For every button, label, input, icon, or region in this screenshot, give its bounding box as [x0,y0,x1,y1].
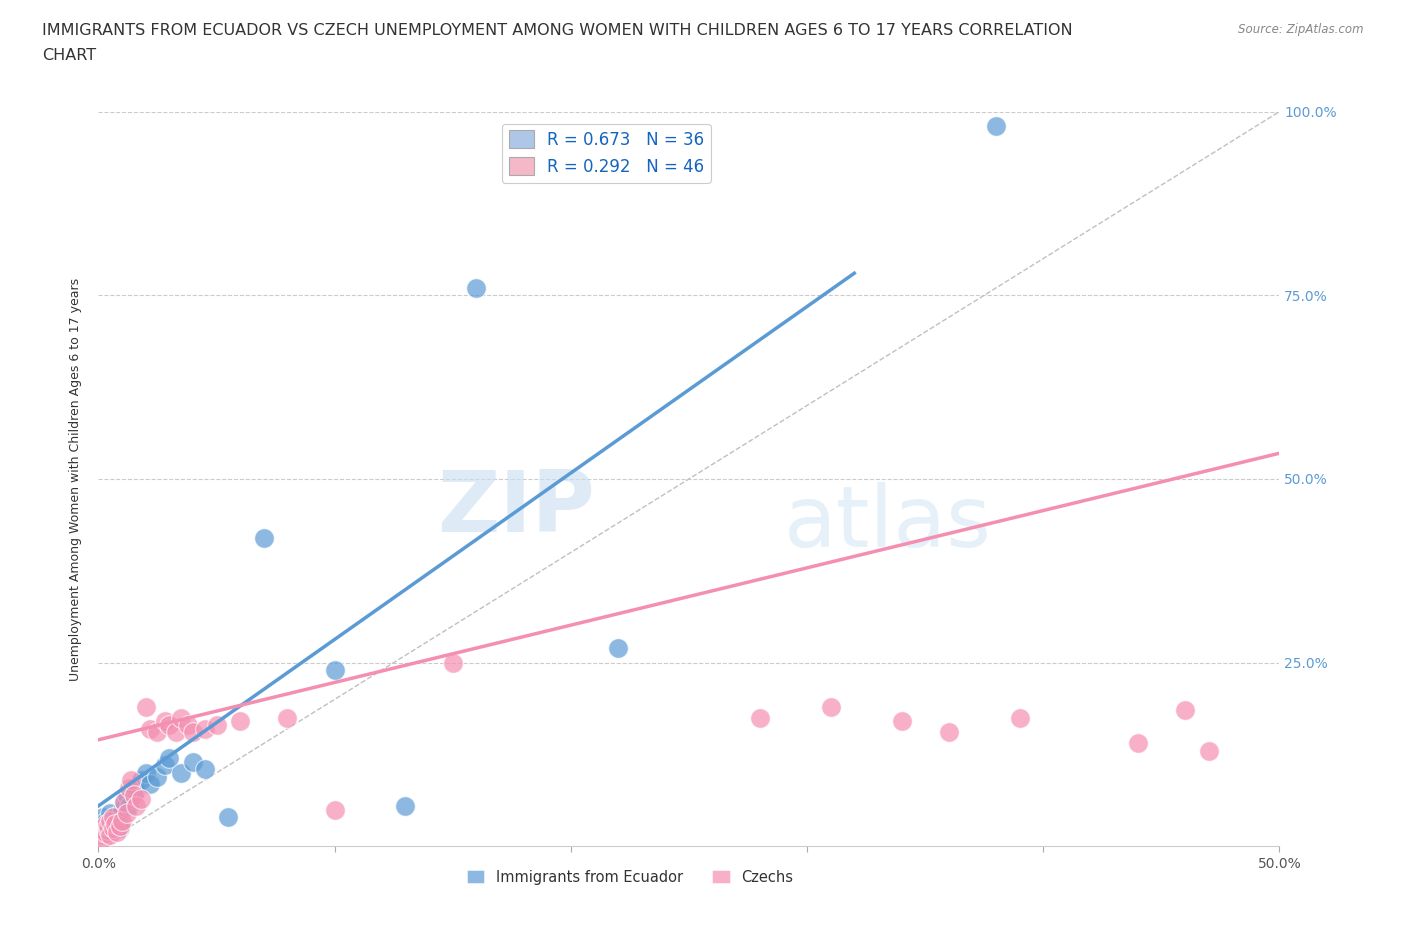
Point [139,722,162,737]
Point [177,718,200,733]
Point [748,711,770,725]
Point [98,813,121,828]
Point [157,718,180,733]
Point [938,725,960,740]
Point [111,802,134,817]
Point [101,813,124,828]
Point [394,799,416,814]
Point [97,824,120,839]
Point [101,820,124,835]
Point [135,699,157,714]
Point [111,813,134,828]
Point [323,802,346,817]
Point [890,714,912,729]
Text: atlas: atlas [783,482,991,565]
Point [97,823,120,838]
Point [90,824,112,839]
Point [153,758,176,773]
Point [229,714,252,729]
Point [121,773,143,788]
Point [253,530,276,545]
Point [97,817,120,831]
Point [181,725,204,740]
Point [217,809,239,824]
Point [1198,743,1220,758]
Point [465,281,488,296]
Point [157,751,180,765]
Point [91,824,114,839]
Point [820,699,842,714]
Text: Source: ZipAtlas.com: Source: ZipAtlas.com [1239,23,1364,36]
Point [91,831,114,846]
Text: ZIP: ZIP [437,467,595,550]
Point [441,656,464,671]
Point [108,818,131,833]
Point [1126,736,1149,751]
Point [181,754,204,769]
Text: IMMIGRANTS FROM ECUADOR VS CZECH UNEMPLOYMENT AMONG WOMEN WITH CHILDREN AGES 6 T: IMMIGRANTS FROM ECUADOR VS CZECH UNEMPLO… [42,23,1073,38]
Point [108,820,131,835]
Point [129,773,152,788]
Point [94,828,117,843]
Point [139,777,162,791]
Legend: Immigrants from Ecuador, Czechs: Immigrants from Ecuador, Czechs [461,864,799,890]
Point [94,813,117,828]
Point [118,780,141,795]
Point [97,818,120,833]
Point [122,780,145,795]
Point [1008,711,1031,725]
Point [153,714,176,729]
Point [607,641,630,656]
Point [118,799,141,814]
Point [101,809,124,824]
Point [115,788,138,803]
Point [135,765,157,780]
Point [276,711,298,725]
Point [122,788,145,803]
Point [90,828,112,843]
Point [205,718,228,733]
Point [90,820,112,835]
Point [194,762,217,777]
Point [90,817,112,831]
Point [1174,703,1197,718]
Point [115,805,138,820]
Y-axis label: Unemployment Among Women with Children Ages 6 to 17 years: Unemployment Among Women with Children A… [69,277,83,681]
Point [105,817,128,831]
Point [91,820,114,835]
Point [105,824,128,839]
Text: CHART: CHART [42,48,96,63]
Point [91,809,114,824]
Point [323,662,346,677]
Point [104,809,127,824]
Point [112,795,135,810]
Point [170,711,193,725]
Point [112,795,135,810]
Point [165,725,187,740]
Point [125,784,148,799]
Point [125,799,148,814]
Point [104,817,127,831]
Point [98,805,121,820]
Point [98,828,121,843]
Point [146,725,169,740]
Point [94,817,117,831]
Point [170,765,193,780]
Point [98,820,121,835]
Point [146,769,169,784]
Point [129,791,152,806]
Point [984,119,1007,134]
Point [94,826,117,841]
Point [194,722,217,737]
